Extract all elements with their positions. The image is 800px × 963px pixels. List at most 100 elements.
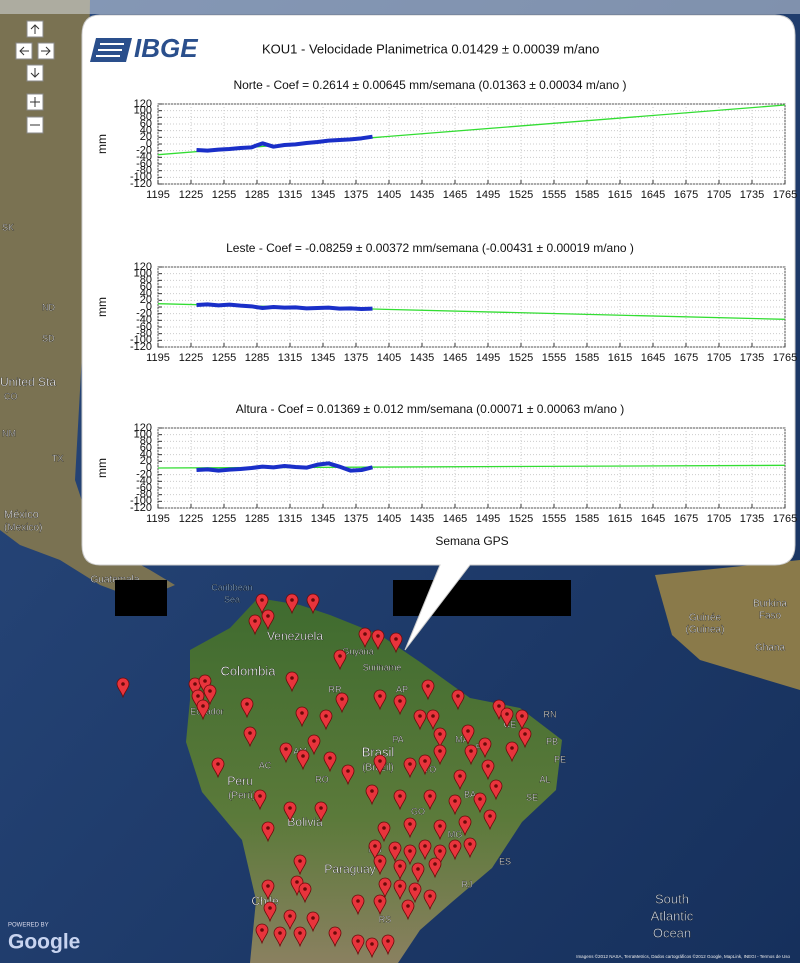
map-marker[interactable]	[333, 649, 347, 671]
map-marker[interactable]	[426, 709, 440, 731]
map-marker[interactable]	[116, 677, 130, 699]
map-marker[interactable]	[489, 779, 503, 801]
map-marker[interactable]	[403, 817, 417, 839]
map-marker[interactable]	[448, 839, 462, 861]
pan-right[interactable]	[37, 42, 55, 60]
map-marker[interactable]	[263, 901, 277, 923]
map-marker[interactable]	[453, 769, 467, 791]
map-marker[interactable]	[323, 751, 337, 773]
map-marker[interactable]	[371, 629, 385, 651]
map-marker[interactable]	[388, 841, 402, 863]
map-marker[interactable]	[373, 689, 387, 711]
map-marker[interactable]	[285, 671, 299, 693]
map-marker[interactable]	[408, 882, 422, 904]
map-marker[interactable]	[285, 593, 299, 615]
map-marker[interactable]	[373, 894, 387, 916]
map-marker[interactable]	[418, 839, 432, 861]
map-marker[interactable]	[293, 854, 307, 876]
map-marker[interactable]	[295, 706, 309, 728]
map-marker[interactable]	[389, 632, 403, 654]
map-marker[interactable]	[433, 727, 447, 749]
map-marker[interactable]	[373, 754, 387, 776]
map-marker[interactable]	[378, 877, 392, 899]
map-marker[interactable]	[351, 934, 365, 956]
map-marker[interactable]	[433, 744, 447, 766]
map-marker[interactable]	[261, 879, 275, 901]
map-marker[interactable]	[423, 789, 437, 811]
map-marker[interactable]	[306, 593, 320, 615]
map-marker[interactable]	[240, 697, 254, 719]
map-marker[interactable]	[433, 819, 447, 841]
map-marker[interactable]	[293, 926, 307, 948]
map-label: Suriname	[363, 662, 402, 672]
map-marker[interactable]	[273, 926, 287, 948]
map-marker[interactable]	[393, 694, 407, 716]
map-marker[interactable]	[393, 879, 407, 901]
map-marker[interactable]	[464, 744, 478, 766]
map-marker[interactable]	[255, 923, 269, 945]
map-marker[interactable]	[515, 709, 529, 731]
map-marker[interactable]	[341, 764, 355, 786]
map-marker[interactable]	[283, 801, 297, 823]
map-marker[interactable]	[203, 684, 217, 706]
attribution[interactable]: Imagens ©2012 NASA, TerraMetrics, Dados …	[576, 953, 790, 959]
map-marker[interactable]	[243, 726, 257, 748]
map-marker[interactable]	[298, 882, 312, 904]
map-marker[interactable]	[411, 862, 425, 884]
map-marker[interactable]	[423, 889, 437, 911]
map-marker[interactable]	[401, 899, 415, 921]
map-marker[interactable]	[283, 909, 297, 931]
map-marker[interactable]	[381, 934, 395, 956]
map-marker[interactable]	[393, 789, 407, 811]
map-marker[interactable]	[319, 709, 333, 731]
pan-up[interactable]	[26, 20, 44, 38]
zoom-in[interactable]	[26, 93, 44, 111]
map-marker[interactable]	[377, 821, 391, 843]
map-marker[interactable]	[478, 737, 492, 759]
map-marker[interactable]	[403, 757, 417, 779]
map-marker[interactable]	[358, 627, 372, 649]
map-marker[interactable]	[421, 679, 435, 701]
zoom-out[interactable]	[26, 116, 44, 134]
map-marker[interactable]	[461, 724, 475, 746]
map-marker[interactable]	[473, 792, 487, 814]
map-marker[interactable]	[307, 734, 321, 756]
map-marker[interactable]	[483, 809, 497, 831]
map-marker[interactable]	[255, 593, 269, 615]
map-marker[interactable]	[261, 821, 275, 843]
map-marker[interactable]	[433, 844, 447, 866]
map-marker[interactable]	[196, 699, 210, 721]
map-marker[interactable]	[296, 749, 310, 771]
map-marker[interactable]	[368, 839, 382, 861]
map-marker[interactable]	[314, 801, 328, 823]
map-marker[interactable]	[253, 789, 267, 811]
map-marker[interactable]	[458, 815, 472, 837]
map-marker[interactable]	[351, 894, 365, 916]
map-marker[interactable]	[428, 857, 442, 879]
map-marker[interactable]	[481, 759, 495, 781]
map-marker[interactable]	[211, 757, 225, 779]
map-marker[interactable]	[261, 609, 275, 631]
map-marker[interactable]	[505, 741, 519, 763]
map-marker[interactable]	[403, 844, 417, 866]
map-marker[interactable]	[418, 754, 432, 776]
map-marker[interactable]	[335, 692, 349, 714]
map-marker[interactable]	[451, 689, 465, 711]
map-marker[interactable]	[279, 742, 293, 764]
map-marker[interactable]	[365, 784, 379, 806]
map-marker[interactable]	[463, 837, 477, 859]
map-marker[interactable]	[393, 859, 407, 881]
map-marker-dot	[328, 756, 332, 760]
map-marker[interactable]	[365, 937, 379, 959]
map-marker[interactable]	[500, 707, 514, 729]
map-marker[interactable]	[413, 709, 427, 731]
pan-left[interactable]	[15, 42, 33, 60]
map-marker[interactable]	[248, 614, 262, 636]
map-marker[interactable]	[373, 854, 387, 876]
pan-down[interactable]	[26, 64, 44, 82]
map-marker[interactable]	[188, 677, 202, 699]
map-marker[interactable]	[328, 926, 342, 948]
map-marker[interactable]	[518, 727, 532, 749]
map-marker[interactable]	[306, 911, 320, 933]
map-marker[interactable]	[448, 794, 462, 816]
